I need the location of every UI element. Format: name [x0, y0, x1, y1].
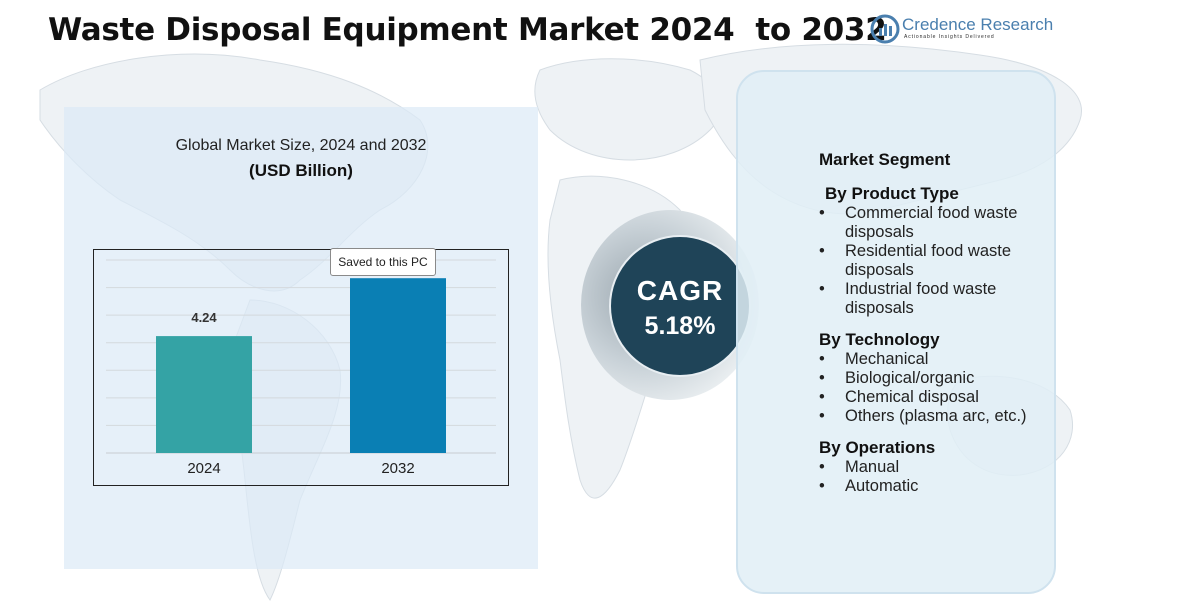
- market-segment-panel: Market Segment By Product Type Commercia…: [736, 70, 1056, 594]
- list-item: Automatic: [819, 477, 1054, 496]
- cagr-badge: CAGR 5.18%: [609, 235, 751, 377]
- x-tick-label-2024: 2024: [187, 460, 220, 477]
- bar-2032: [350, 278, 446, 453]
- segment-group-operations: By Operations Manual Automatic: [819, 438, 1054, 496]
- chart-unit-label: (USD Billion): [249, 161, 353, 180]
- chart-title: Global Market Size, 2024 and 2032: [175, 137, 427, 154]
- list-item: Commercial food waste disposals: [819, 204, 1054, 242]
- list-item: Manual: [819, 458, 1054, 477]
- market-size-chart-panel: Global Market Size, 2024 and 2032 (USD B…: [64, 107, 538, 569]
- cagr-value: 5.18%: [644, 312, 716, 340]
- credence-research-logo: Credence Research Actionable Insights De…: [870, 12, 1060, 46]
- bar-chart: 4.2420246.342032: [106, 252, 496, 477]
- segment-group-technology: By Technology Mechanical Biological/orga…: [819, 330, 1054, 426]
- chart-frame: 4.2420246.342032: [93, 249, 509, 486]
- segment-heading: Market Segment: [819, 150, 951, 169]
- list-item: Mechanical: [819, 350, 1054, 369]
- map-europe: [534, 58, 721, 161]
- list-item: Chemical disposal: [819, 388, 1054, 407]
- list-item: Biological/organic: [819, 369, 1054, 388]
- list-item: Industrial food waste disposals: [819, 280, 1054, 318]
- bar-2024: [156, 336, 252, 453]
- logo-icon: [870, 14, 900, 44]
- logo-name: Credence Research: [902, 15, 1054, 34]
- segment-group-title: By Technology: [819, 330, 940, 349]
- cagr-label: CAGR: [636, 275, 724, 306]
- list-item: Residential food waste disposals: [819, 242, 1054, 280]
- segment-group-title: By Operations: [819, 438, 936, 457]
- x-tick-label-2032: 2032: [381, 460, 414, 477]
- segment-group-product-type: By Product Type Commercial food waste di…: [819, 184, 1054, 318]
- page-title: Waste Disposal Equipment Market 2024 to …: [48, 12, 887, 48]
- saved-tooltip: Saved to this PC: [330, 248, 436, 276]
- list-item: Others (plasma arc, etc.): [819, 407, 1054, 426]
- data-label-2024: 4.24: [191, 310, 217, 325]
- segment-group-title: By Product Type: [825, 184, 959, 203]
- logo-tagline: Actionable Insights Delivered: [904, 34, 995, 40]
